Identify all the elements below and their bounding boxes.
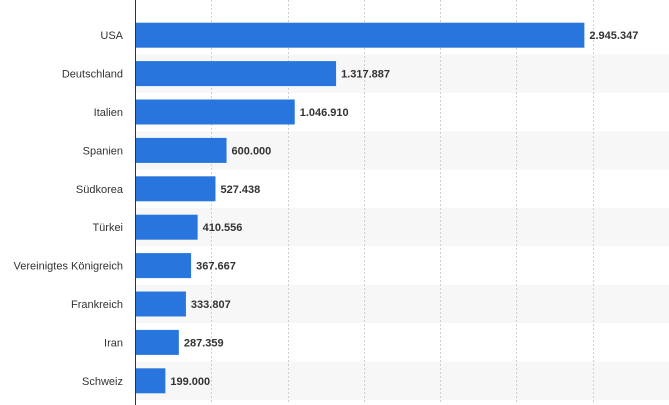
row-stripe — [135, 284, 669, 324]
bar — [135, 291, 186, 317]
value-label: 2.945.347 — [589, 30, 638, 42]
bar — [135, 137, 227, 163]
bars — [135, 22, 585, 394]
bar — [135, 368, 166, 394]
category-label: Iran — [104, 337, 123, 349]
value-label: 1.317.887 — [341, 69, 390, 81]
value-label: 527.438 — [220, 184, 260, 196]
category-label: Schweiz — [82, 376, 123, 388]
value-label: 287.359 — [184, 337, 224, 349]
value-label: 410.556 — [203, 222, 243, 234]
row-stripes — [135, 54, 669, 400]
category-label: Deutschland — [62, 69, 123, 81]
category-label: Türkei — [92, 222, 123, 234]
value-label: 600.000 — [232, 145, 272, 157]
bar — [135, 61, 337, 87]
value-label: 199.000 — [170, 376, 210, 388]
bar — [135, 329, 179, 355]
bar — [135, 253, 192, 279]
value-label: 1.046.910 — [300, 107, 349, 119]
category-labels: USA Deutschland Italien Spanien Südkorea Türk… — [14, 30, 124, 388]
value-labels: 2.945.347 1.317.887 1.046.910 600.000 527.43… — [170, 30, 638, 388]
category-label: Spanien — [83, 145, 123, 157]
bar — [135, 214, 198, 240]
bar — [135, 99, 295, 125]
vertical-gridlines — [211, 0, 594, 404]
row-stripe — [135, 208, 669, 247]
bar — [135, 22, 585, 48]
category-label: Italien — [94, 107, 123, 119]
category-label: Frankreich — [71, 299, 123, 311]
value-label: 333.807 — [191, 299, 231, 311]
bar — [135, 176, 216, 202]
value-label: 367.667 — [196, 261, 236, 273]
category-label: Vereinigtes Königreich — [14, 261, 123, 273]
category-label: USA — [100, 30, 123, 42]
row-stripe — [135, 361, 669, 400]
category-label: Südkorea — [76, 184, 124, 196]
